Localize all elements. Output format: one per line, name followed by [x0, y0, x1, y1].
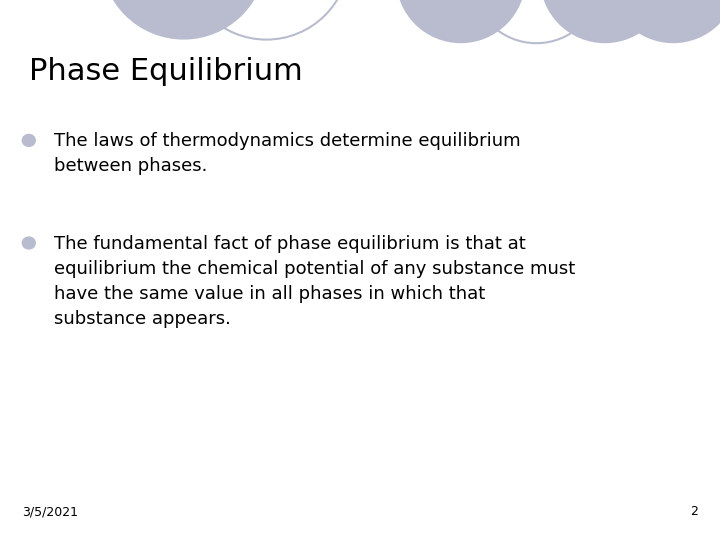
Text: The fundamental fact of phase equilibrium is that at
equilibrium the chemical po: The fundamental fact of phase equilibriu…	[54, 235, 575, 328]
Ellipse shape	[22, 134, 35, 146]
Text: Phase Equilibrium: Phase Equilibrium	[29, 57, 302, 86]
Text: 2: 2	[690, 505, 698, 518]
Ellipse shape	[540, 0, 670, 43]
Ellipse shape	[101, 0, 266, 39]
Ellipse shape	[608, 0, 720, 43]
Text: 3/5/2021: 3/5/2021	[22, 505, 78, 518]
Text: The laws of thermodynamics determine equilibrium
between phases.: The laws of thermodynamics determine equ…	[54, 132, 521, 176]
Ellipse shape	[396, 0, 526, 43]
Ellipse shape	[22, 237, 35, 249]
